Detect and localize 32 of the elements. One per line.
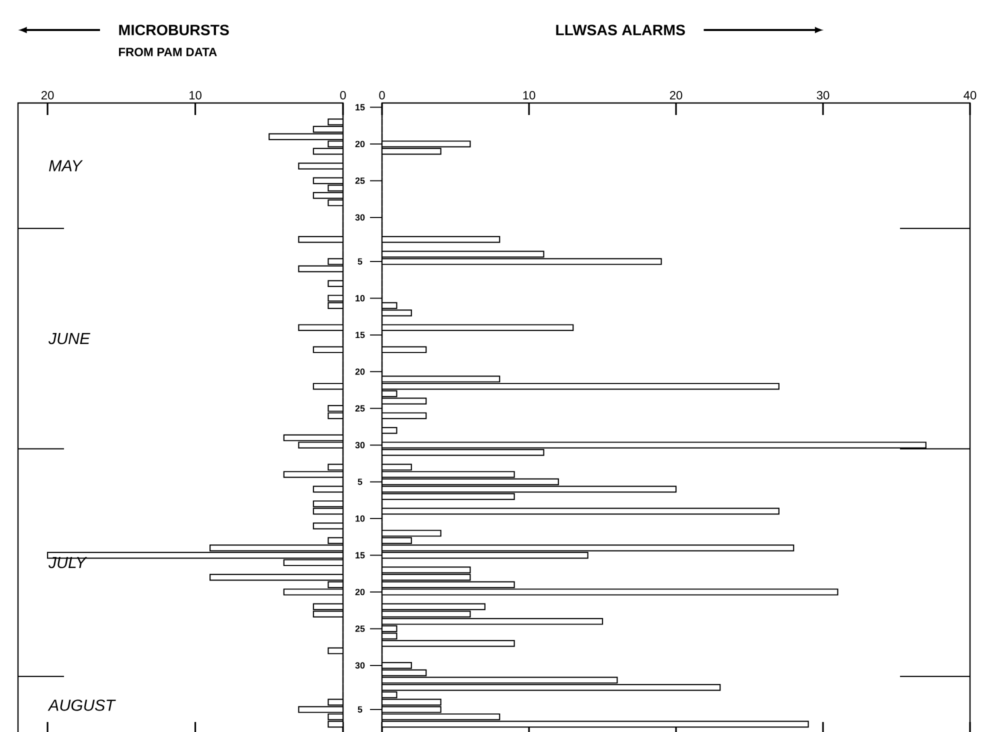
y-tick-label: 15 <box>356 332 365 338</box>
x-tick-label: 10 <box>190 91 202 100</box>
y-tick-label: 15 <box>356 104 365 110</box>
y-tick-label: 15 <box>356 552 365 558</box>
y-tick-label: 30 <box>355 214 365 221</box>
x-tick-label: 0 <box>379 91 385 100</box>
annotation: JUNE <box>48 333 90 344</box>
y-tick-label: 30 <box>355 442 365 448</box>
x-tick-label: 0 <box>340 91 346 100</box>
y-tick-label: 25 <box>355 626 365 632</box>
y-tick-label: 5 <box>358 478 362 485</box>
y-tick-label: 25 <box>355 405 365 412</box>
x-tick-label: 40 <box>964 91 976 100</box>
y-tick-label: 5 <box>358 706 362 713</box>
x-tick-label: 30 <box>816 91 830 100</box>
y-tick-label: 5 <box>358 258 362 265</box>
x-tick-label: 20 <box>670 91 682 100</box>
annotation: AUGUST <box>48 700 116 711</box>
y-tick-label: 20 <box>355 140 365 148</box>
annotation: JULY <box>48 557 88 568</box>
chart-title: MICROBURSTS <box>119 24 229 36</box>
chart-title: LLWSAS ALARMS <box>556 24 685 36</box>
x-tick-label: 10 <box>523 91 536 100</box>
y-tick-label: 25 <box>355 178 365 184</box>
chart-subtitle: FROM PAM DATA <box>119 48 217 56</box>
x-tick-label: 20 <box>41 91 54 100</box>
y-tick-label: 20 <box>355 368 365 375</box>
y-tick-label: 10 <box>356 295 365 302</box>
y-tick-label: 20 <box>355 588 365 596</box>
y-tick-label: 30 <box>355 662 365 669</box>
y-tick-label: 10 <box>356 515 365 522</box>
annotation: MAY <box>49 160 83 172</box>
